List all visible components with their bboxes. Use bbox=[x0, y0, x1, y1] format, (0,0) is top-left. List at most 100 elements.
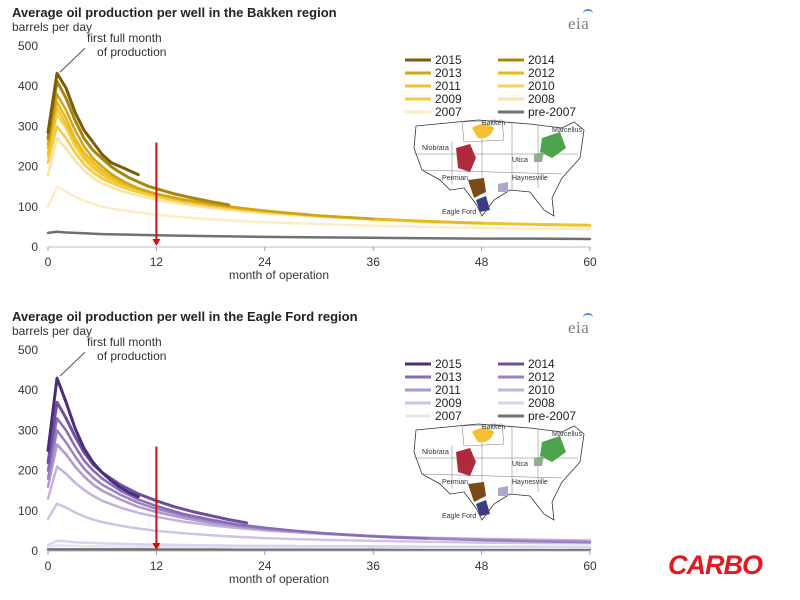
map-region-utica bbox=[534, 152, 544, 162]
legend-label-2015: 2015 bbox=[435, 357, 462, 371]
legend-label-2008: 2008 bbox=[528, 396, 555, 410]
eia-logo: eia bbox=[568, 14, 590, 33]
eagle-ford-chart-panel: Average oil production per well in the E… bbox=[0, 304, 620, 600]
legend-label-2013: 2013 bbox=[435, 370, 462, 384]
map-region-eagle-ford bbox=[476, 500, 490, 516]
map-label-permian: Permian bbox=[442, 175, 468, 182]
carbo-logo: CARBO bbox=[668, 550, 763, 580]
map-label-niobrara: Niobrara bbox=[422, 449, 449, 456]
map-label-bakken: Bakken bbox=[482, 424, 505, 431]
y-tick-label: 300 bbox=[18, 119, 38, 133]
map-region-marcellus bbox=[540, 436, 566, 462]
y-tick-label: 300 bbox=[18, 423, 38, 437]
legend-label-2007: 2007 bbox=[435, 409, 462, 423]
legend-label-2015: 2015 bbox=[435, 53, 462, 67]
map-region-bakken bbox=[472, 428, 494, 443]
legend-label-2009: 2009 bbox=[435, 396, 462, 410]
map-label-eagle-ford: Eagle Ford bbox=[442, 209, 476, 216]
map-region-niobrara bbox=[456, 144, 476, 172]
series-line-2015 bbox=[46, 71, 140, 177]
map-label-bakken: Bakken bbox=[482, 120, 505, 127]
legend-label-2013: 2013 bbox=[435, 66, 462, 80]
y-tick-label: 400 bbox=[18, 383, 38, 397]
legend-label-2010: 2010 bbox=[528, 383, 555, 397]
legend-label-2008: 2008 bbox=[528, 92, 555, 106]
eagle-ford-plot: 0 100 200 300 400 500 0 12 24 36 48 60 month of oper… bbox=[18, 335, 597, 586]
map-region-utica bbox=[534, 456, 544, 466]
map-region-permian bbox=[468, 178, 486, 198]
annotation-leader-line bbox=[59, 47, 86, 73]
map-label-permian: Permian bbox=[442, 479, 468, 486]
map-region-marcellus bbox=[540, 132, 566, 158]
legend: 2015 2014 2013 2012 2011 2010 2009 2008 2007 pre-… bbox=[405, 53, 576, 119]
map-label-utica: Utica bbox=[512, 461, 528, 468]
series-line-2013 bbox=[46, 92, 375, 221]
month-12-marker-arrowhead bbox=[152, 239, 161, 246]
map-region-niobrara bbox=[456, 448, 476, 476]
x-tick-label: 48 bbox=[475, 559, 489, 573]
x-tick-label: 12 bbox=[150, 559, 164, 573]
legend-label-2014: 2014 bbox=[528, 357, 555, 371]
map-region-eagle-ford bbox=[476, 196, 490, 212]
map-label-niobrara: Niobrara bbox=[422, 145, 449, 152]
annotation-text-line1: first full month bbox=[87, 335, 162, 349]
map-region-haynesville bbox=[498, 182, 508, 192]
y-tick-label: 500 bbox=[18, 39, 38, 53]
x-tick-label: 48 bbox=[475, 255, 489, 269]
x-tick-label: 24 bbox=[258, 559, 272, 573]
x-axis-title: month of operation bbox=[229, 268, 329, 282]
series-line-2015 bbox=[46, 376, 140, 499]
map-label-marcellus: Marcellus bbox=[552, 431, 582, 438]
legend-label-pre-2007: pre-2007 bbox=[528, 105, 576, 119]
legend-label-2009: 2009 bbox=[435, 92, 462, 106]
y-tick-label: 500 bbox=[18, 343, 38, 357]
month-12-marker-arrowhead bbox=[152, 543, 161, 550]
annotation-text-line2: of production bbox=[97, 349, 166, 363]
annotation-text-line2: of production bbox=[97, 45, 166, 59]
eia-logo-arc bbox=[583, 9, 593, 17]
bakken-plot: 0 100 200 300 400 500 0 12 24 36 48 60 month of oper… bbox=[18, 31, 597, 282]
legend-label-2012: 2012 bbox=[528, 66, 555, 80]
y-tick-label: 100 bbox=[18, 504, 38, 518]
x-tick-label: 24 bbox=[258, 255, 272, 269]
legend: 2015 2014 2013 2012 2011 2010 2009 2008 2007 pre-… bbox=[405, 357, 576, 423]
chart-title: Average oil production per well in the E… bbox=[12, 309, 358, 324]
series-line-2014 bbox=[46, 79, 231, 207]
y-tick-label: 200 bbox=[18, 464, 38, 478]
legend-label-2014: 2014 bbox=[528, 53, 555, 67]
y-tick-label: 0 bbox=[31, 544, 38, 558]
bakken-chart-panel: Average oil production per well in the B… bbox=[0, 0, 620, 292]
y-axis-unit-label: barrels per day bbox=[12, 324, 93, 338]
eia-logo-arc bbox=[583, 313, 593, 321]
series-line-2013 bbox=[46, 417, 429, 540]
x-tick-label: 0 bbox=[45, 255, 52, 269]
legend-label-2011: 2011 bbox=[435, 383, 461, 397]
inset-map: Bakken Marcellus Niobrara Utica Permian Hayne… bbox=[413, 423, 585, 521]
y-tick-label: 400 bbox=[18, 79, 38, 93]
y-tick-label: 200 bbox=[18, 160, 38, 174]
series-line-2014 bbox=[46, 400, 249, 525]
x-tick-label: 36 bbox=[367, 255, 381, 269]
legend-label-2007: 2007 bbox=[435, 105, 462, 119]
map-region-bakken bbox=[472, 124, 494, 139]
y-tick-label: 100 bbox=[18, 200, 38, 214]
map-label-haynesville: Haynesville bbox=[512, 175, 548, 182]
series-line-2008 bbox=[46, 539, 592, 549]
map-label-marcellus: Marcellus bbox=[552, 127, 582, 134]
map-label-utica: Utica bbox=[512, 157, 528, 164]
x-tick-label: 0 bbox=[45, 559, 52, 573]
series-line-2007 bbox=[46, 185, 592, 231]
y-tick-label: 0 bbox=[31, 240, 38, 254]
x-tick-label: 36 bbox=[367, 559, 381, 573]
chart-title: Average oil production per well in the B… bbox=[12, 5, 337, 20]
legend-label-2011: 2011 bbox=[435, 79, 461, 93]
map-label-haynesville: Haynesville bbox=[512, 479, 548, 486]
series-line-pre-2007 bbox=[46, 230, 592, 241]
x-tick-label: 12 bbox=[150, 255, 164, 269]
inset-map: Bakken Marcellus Niobrara Utica Permian Hayne… bbox=[413, 119, 585, 217]
x-axis-title: month of operation bbox=[229, 572, 329, 586]
eia-logo: eia bbox=[568, 318, 590, 337]
y-axis-unit-label: barrels per day bbox=[12, 20, 93, 34]
map-label-eagle-ford: Eagle Ford bbox=[442, 513, 476, 520]
annotation-text-line1: first full month bbox=[87, 31, 162, 45]
